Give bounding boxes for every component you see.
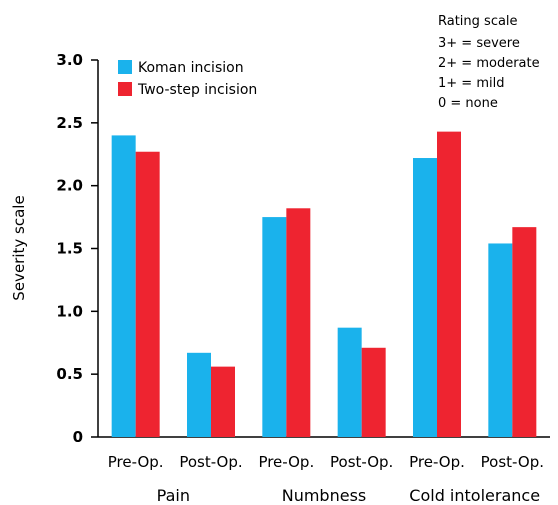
y-tick-label: 3.0 xyxy=(56,51,83,69)
bar-koman xyxy=(187,352,211,437)
y-tick-label: 2.0 xyxy=(56,177,83,195)
legend-label: Koman incision xyxy=(138,60,244,76)
x-group-label: Pain xyxy=(157,486,190,505)
bar-koman xyxy=(488,243,513,437)
rating-scale-title: Rating scale xyxy=(438,14,518,29)
y-tick-label: 1.5 xyxy=(56,240,83,258)
x-category-label: Post-Op. xyxy=(481,453,544,471)
bar-koman xyxy=(337,327,362,437)
y-axis-title: Severity scale xyxy=(10,195,28,300)
rating-scale-note: Rating scale 3+ = severe 2+ = moderate 1+ =… xyxy=(438,14,540,111)
y-tick-label: 2.5 xyxy=(56,114,83,132)
x-category-label: Pre-Op. xyxy=(258,453,314,471)
x-category-label: Pre-Op. xyxy=(108,453,164,471)
rating-scale-line: 0 = none xyxy=(438,96,498,111)
rating-scale-line: 3+ = severe xyxy=(438,36,520,51)
x-category-label: Pre-Op. xyxy=(409,453,465,471)
legend: Koman incision Two-step incision xyxy=(118,60,257,98)
bar-two-step xyxy=(286,208,311,437)
bar-koman xyxy=(413,158,437,437)
rating-scale-line: 1+ = mild xyxy=(438,76,504,91)
rating-scale-line: 2+ = moderate xyxy=(438,56,540,71)
bar-two-step xyxy=(437,131,461,437)
x-category-label: Post-Op. xyxy=(179,453,242,471)
bar-two-step xyxy=(512,227,537,437)
bar-koman xyxy=(111,135,136,437)
x-group-label: Numbness xyxy=(282,486,367,505)
y-axis: 0 0.5 1.0 1.5 2.0 2.5 3.0 xyxy=(56,51,99,446)
legend-swatch xyxy=(118,60,132,74)
bars xyxy=(111,131,537,437)
y-tick-label: 0 xyxy=(73,428,83,446)
x-category-label: Post-Op. xyxy=(330,453,393,471)
y-tick-label: 0.5 xyxy=(56,365,83,383)
x-axis: Pre-Op. Post-Op. Pre-Op. Post-Op. Pre-Op. Pos… xyxy=(98,436,550,505)
bar-two-step xyxy=(361,347,386,437)
x-group-label: Cold intolerance xyxy=(409,486,540,505)
legend-swatch xyxy=(118,82,132,96)
bar-two-step xyxy=(211,366,235,437)
legend-label: Two-step incision xyxy=(137,82,257,98)
bar-koman xyxy=(262,217,287,437)
bar-two-step xyxy=(135,151,160,437)
y-tick-label: 1.0 xyxy=(56,302,83,320)
